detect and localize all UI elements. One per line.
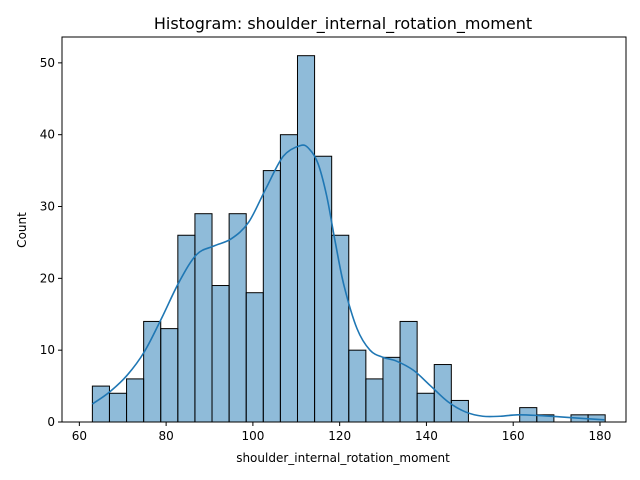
- x-tick-label: 160: [502, 429, 525, 443]
- histogram-bar: [314, 155, 333, 423]
- chart-title: Histogram: shoulder_internal_rotation_mo…: [154, 14, 532, 34]
- x-tick-label: 60: [72, 429, 87, 443]
- x-tick-label: 100: [241, 429, 264, 443]
- y-tick-label: 50: [40, 56, 55, 70]
- histogram-bar: [177, 234, 196, 423]
- y-tick-label: 30: [40, 200, 55, 214]
- y-tick-label: 10: [40, 343, 55, 357]
- x-axis-label: shoulder_internal_rotation_moment: [236, 451, 450, 465]
- y-tick-label: 40: [40, 128, 55, 142]
- x-tick-label: 80: [158, 429, 173, 443]
- y-tick-label: 0: [47, 415, 55, 429]
- histogram-bar: [279, 134, 298, 423]
- plot-frame: [61, 36, 627, 423]
- bars-group: [91, 55, 606, 423]
- histogram-bar: [228, 213, 247, 423]
- histogram-bar: [194, 213, 213, 423]
- histogram-bar: [365, 378, 384, 423]
- histogram-bar: [416, 392, 435, 423]
- x-tick-label: 120: [328, 429, 351, 443]
- y-axis-label: Count: [15, 212, 29, 248]
- histogram-bar: [262, 170, 281, 423]
- histogram-bar: [211, 285, 230, 423]
- axes-group: 60 80 100 120 140 160 180 0 10 20 30 40 50: [40, 36, 627, 443]
- histogram-bar: [245, 292, 264, 423]
- histogram-bar: [348, 349, 367, 423]
- histogram-bar: [433, 364, 452, 423]
- histogram-bar: [108, 392, 128, 423]
- kde-curve: [91, 144, 605, 421]
- histogram-bar: [160, 328, 179, 423]
- histogram-bar: [296, 55, 316, 423]
- x-tick-label: 180: [589, 429, 612, 443]
- histogram-bar: [126, 378, 145, 423]
- histogram-bar: [450, 399, 469, 423]
- histogram-bar: [91, 385, 110, 423]
- y-tick-label: 20: [40, 271, 55, 285]
- x-tick-label: 140: [415, 429, 438, 443]
- histogram-bar: [382, 356, 401, 423]
- histogram-bar: [331, 234, 350, 423]
